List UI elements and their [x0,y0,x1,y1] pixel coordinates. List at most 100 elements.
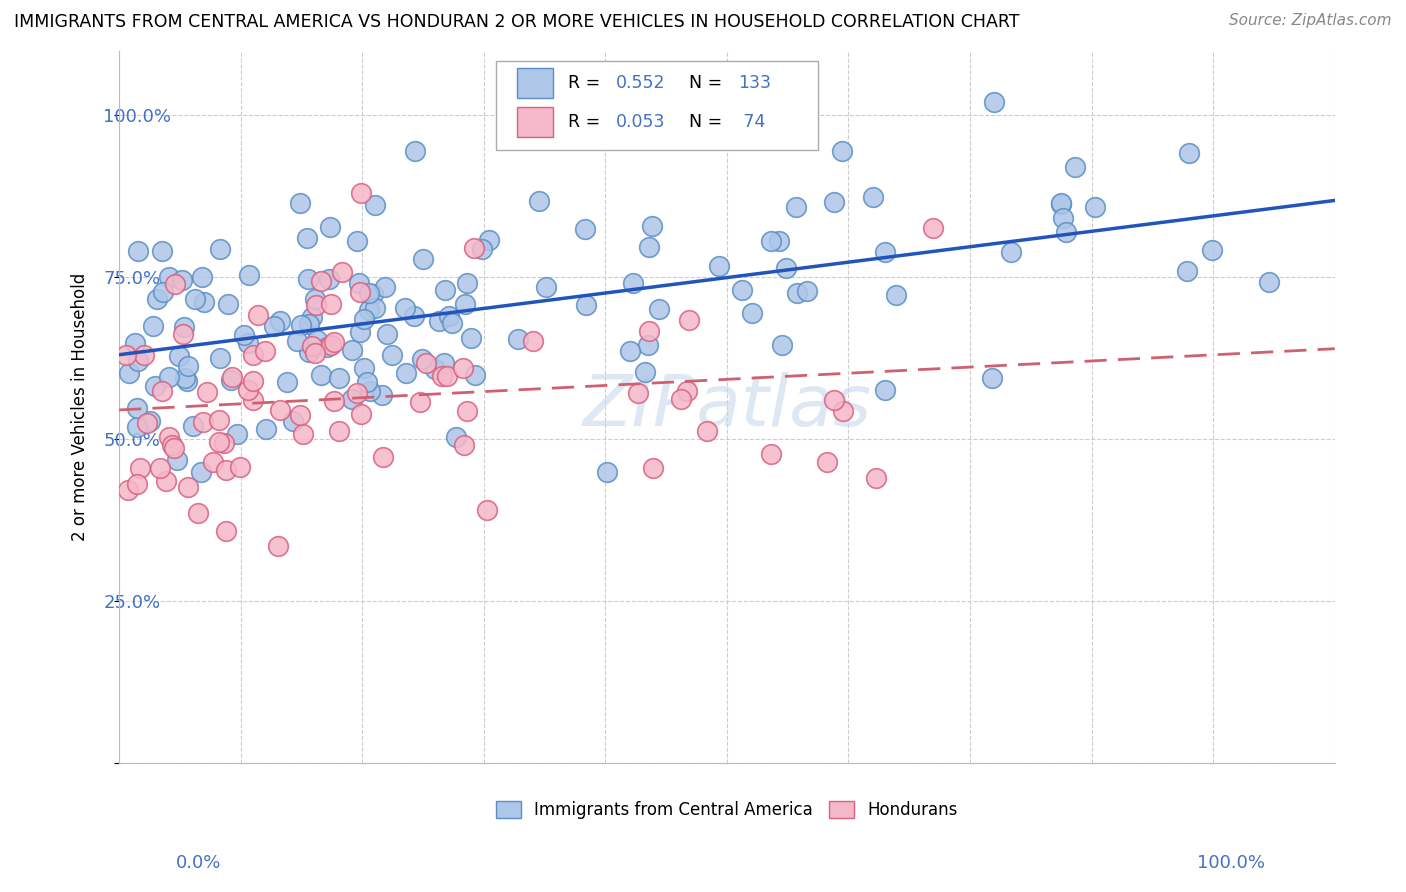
Point [215,524,238,539]
Point [135,416,157,430]
Point [304,346,326,360]
Point [823,195,845,210]
Point [707,259,730,273]
Point [124,336,146,351]
Point [145,292,167,306]
Point [359,384,381,399]
Point [638,239,661,253]
Point [167,349,190,363]
Point [862,190,884,204]
Point [187,506,209,520]
Point [478,233,501,247]
Point [311,274,333,288]
Point [319,219,342,234]
Point [254,422,277,436]
Point [304,293,326,307]
Point [316,340,339,354]
Point [159,370,181,384]
Point [1054,225,1077,239]
Point [409,394,432,409]
Point [463,241,485,255]
Y-axis label: 2 or more Vehicles in Household: 2 or more Vehicles in Household [72,273,89,541]
Point [434,283,457,297]
Point [353,360,375,375]
Text: 0.552: 0.552 [616,74,666,92]
Point [364,301,387,316]
Point [184,293,207,307]
Point [208,242,231,256]
Point [574,221,596,235]
Point [460,331,482,345]
Point [125,420,148,434]
Point [1050,196,1073,211]
Point [242,392,264,407]
Point [190,465,212,479]
Point [371,387,394,401]
Point [454,297,477,311]
Point [394,366,416,380]
Point [522,334,544,348]
Point [172,326,194,341]
Point [619,344,641,359]
Point [759,234,782,248]
Text: N =: N = [689,74,728,92]
Text: ZIPatlas: ZIPatlas [582,372,872,442]
Point [340,392,363,407]
Point [637,338,659,352]
Point [177,480,200,494]
Point [174,371,197,385]
Point [297,231,319,245]
Point [319,297,342,311]
Point [1064,161,1087,175]
Point [195,385,218,400]
Point [132,348,155,362]
Point [456,276,478,290]
Point [759,447,782,461]
Point [456,404,478,418]
Point [183,419,205,434]
Point [318,272,340,286]
Point [193,294,215,309]
Point [627,385,650,400]
Point [118,366,141,380]
Point [173,319,195,334]
Point [402,309,425,323]
Point [207,435,229,450]
Point [475,503,498,517]
Point [823,393,845,408]
Point [142,319,165,334]
Point [127,354,149,368]
Point [621,276,644,290]
Point [775,260,797,275]
Point [831,144,853,158]
Point [678,312,700,326]
Point [423,362,446,376]
Point [298,345,321,359]
Point [157,270,180,285]
Point [309,368,332,382]
Point [648,301,671,316]
Point [1084,200,1107,214]
Text: 133: 133 [738,74,770,92]
Point [361,287,384,301]
Point [328,424,350,438]
Point [453,437,475,451]
Point [129,460,152,475]
Text: Source: ZipAtlas.com: Source: ZipAtlas.com [1229,13,1392,29]
Point [346,386,368,401]
Point [884,287,907,301]
Point [321,337,343,351]
Point [696,425,718,439]
Point [353,312,375,326]
Point [283,414,305,428]
Point [301,339,323,353]
Point [157,430,180,444]
Point [471,243,494,257]
Point [238,268,260,282]
FancyBboxPatch shape [496,62,818,151]
Point [832,404,855,418]
Point [165,277,187,292]
Point [202,454,225,468]
Point [1258,275,1281,289]
Point [253,344,276,359]
